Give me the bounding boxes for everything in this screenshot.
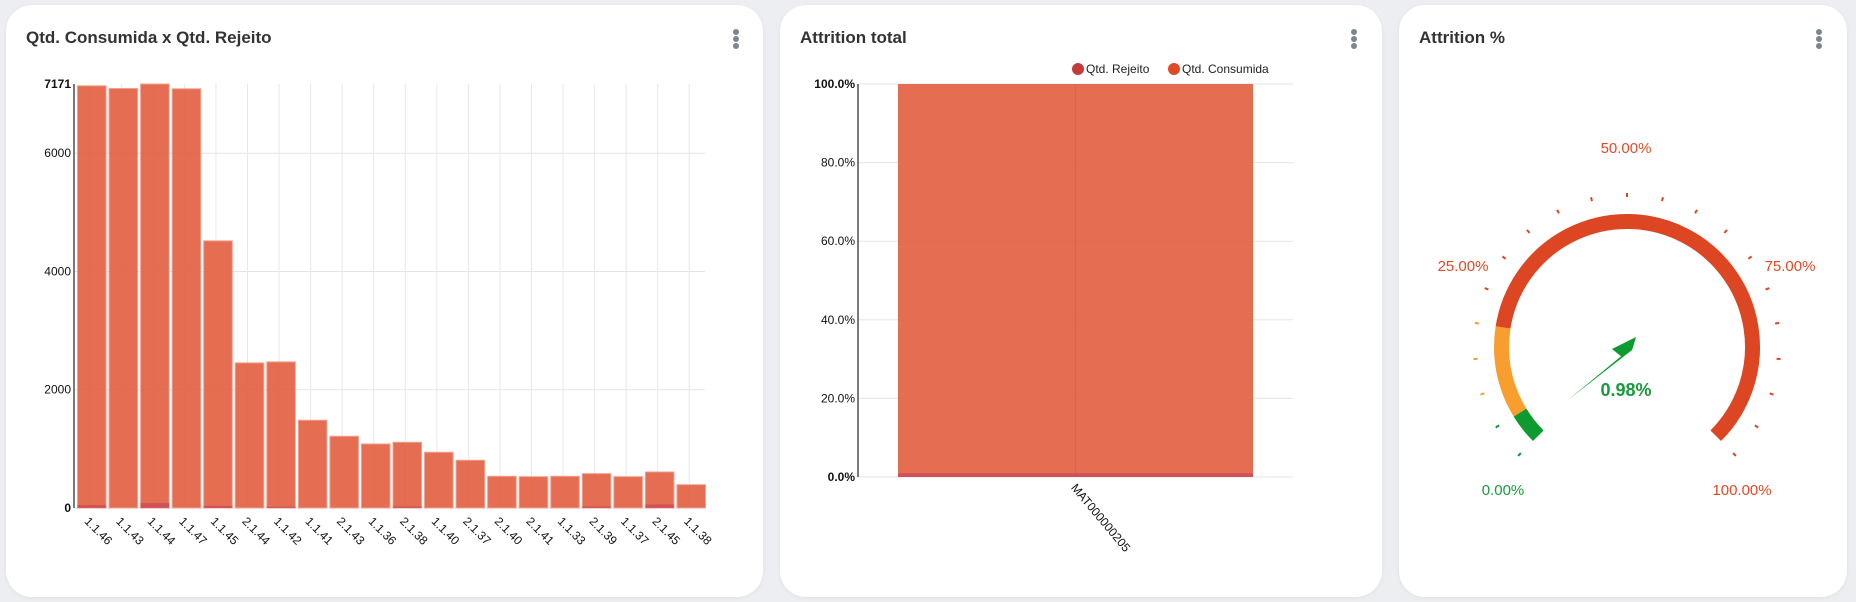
gauge-value: 0.98% <box>1600 380 1651 400</box>
bar-qtd-rejeito <box>203 505 233 508</box>
bar-qtd-rejeito <box>77 505 107 508</box>
more-options-icon[interactable] <box>730 28 742 50</box>
y-tick-label: 6000 <box>44 146 71 160</box>
legend-dot-consumida <box>1168 63 1180 75</box>
gauge-needle-head <box>1612 337 1636 357</box>
bar-qtd-consumida <box>644 471 675 509</box>
gauge-tick <box>1517 452 1522 457</box>
gauge-scale-label: 0.00% <box>1482 482 1525 499</box>
gauge-scale-label: 75.00% <box>1765 258 1816 275</box>
y-tick-label: 0 <box>64 501 71 515</box>
bar-qtd-rejeito <box>582 506 611 508</box>
bar-qtd-consumida <box>297 419 328 509</box>
gauge-tick <box>1501 255 1507 260</box>
gauge-tick <box>1774 321 1780 325</box>
gauge-tick <box>1495 424 1500 429</box>
gauge-tick <box>1754 424 1759 429</box>
bar-qtd-consumida <box>613 476 643 509</box>
gauge-tick <box>1732 452 1737 457</box>
bar-qtd-consumida <box>581 473 612 509</box>
gauge-tick <box>1765 287 1770 291</box>
more-options-icon[interactable] <box>1348 28 1360 50</box>
y-tick-label: 0.0% <box>828 470 856 484</box>
more-options-icon[interactable] <box>1813 28 1825 50</box>
bar-qtd-consumida <box>266 361 296 509</box>
bar-qtd-consumida <box>455 459 486 509</box>
gauge-tick <box>1526 229 1531 234</box>
gauge-tick <box>1480 392 1485 396</box>
bar-qtd-consumida <box>424 451 454 509</box>
card-title: Attrition % <box>1419 28 1505 47</box>
gauge-tick <box>1694 209 1698 214</box>
bar-qtd-consumida <box>360 443 391 509</box>
bar-qtd-consumida <box>676 484 707 509</box>
bar-qtd-rejeito <box>266 506 296 508</box>
gauge-band-orange <box>1494 326 1527 417</box>
legend-dot-rejeito <box>1072 63 1084 75</box>
gauge-tick <box>1484 287 1489 291</box>
bar-qtd-consumida <box>487 475 517 509</box>
gauge-tick <box>1590 197 1593 202</box>
y-tick-label: 4000 <box>44 264 71 278</box>
bar-qtd-consumida <box>550 475 580 509</box>
card-title: Attrition total <box>800 28 907 47</box>
bar-qtd-consumida <box>140 83 170 509</box>
gauge-scale-label: 100.00% <box>1712 482 1771 499</box>
bar-qtd-consumida <box>234 362 265 509</box>
card-title: Qtd. Consumida x Qtd. Rejeito <box>26 28 272 47</box>
bar-qtd-consumida <box>329 435 359 509</box>
legend-label: Qtd. Rejeito <box>1086 62 1150 76</box>
bar-qtd-consumida <box>203 240 233 509</box>
y-tick-label: 20.0% <box>821 391 855 405</box>
gauge-tick <box>1661 197 1664 202</box>
gauge-tick <box>1474 321 1480 325</box>
card-attrition-percent: Attrition % <box>1399 5 1847 597</box>
y-tick-label: 100.0% <box>814 77 855 91</box>
bar-qtd-consumida <box>518 476 549 509</box>
gauge-band-green <box>1513 408 1544 442</box>
bar-qtd-rejeito <box>898 473 1253 477</box>
bar-qtd-rejeito <box>140 502 170 508</box>
bar-qtd-consumida <box>392 441 423 509</box>
gauge-tick <box>1747 255 1753 260</box>
y-tick-label: 60.0% <box>821 234 855 248</box>
gauge-tick <box>1769 392 1774 396</box>
y-tick-label: 40.0% <box>821 313 855 327</box>
gauge-band-red <box>1495 214 1760 442</box>
gauge-scale-label: 50.00% <box>1601 140 1652 157</box>
gauge-scale-label: 25.00% <box>1438 258 1489 275</box>
bar-qtd-consumida <box>108 87 139 509</box>
bar-qtd-rejeito <box>645 504 674 508</box>
bar-qtd-rejeito <box>393 506 422 508</box>
bar-qtd-consumida <box>171 88 202 509</box>
y-tick-label: 80.0% <box>821 156 855 170</box>
legend-label: Qtd. Consumida <box>1182 62 1269 76</box>
y-tick-label: 2000 <box>44 383 71 397</box>
gauge-tick <box>1723 229 1728 234</box>
y-tick-label: 7171 <box>44 77 71 91</box>
gauge-tick <box>1556 209 1560 214</box>
